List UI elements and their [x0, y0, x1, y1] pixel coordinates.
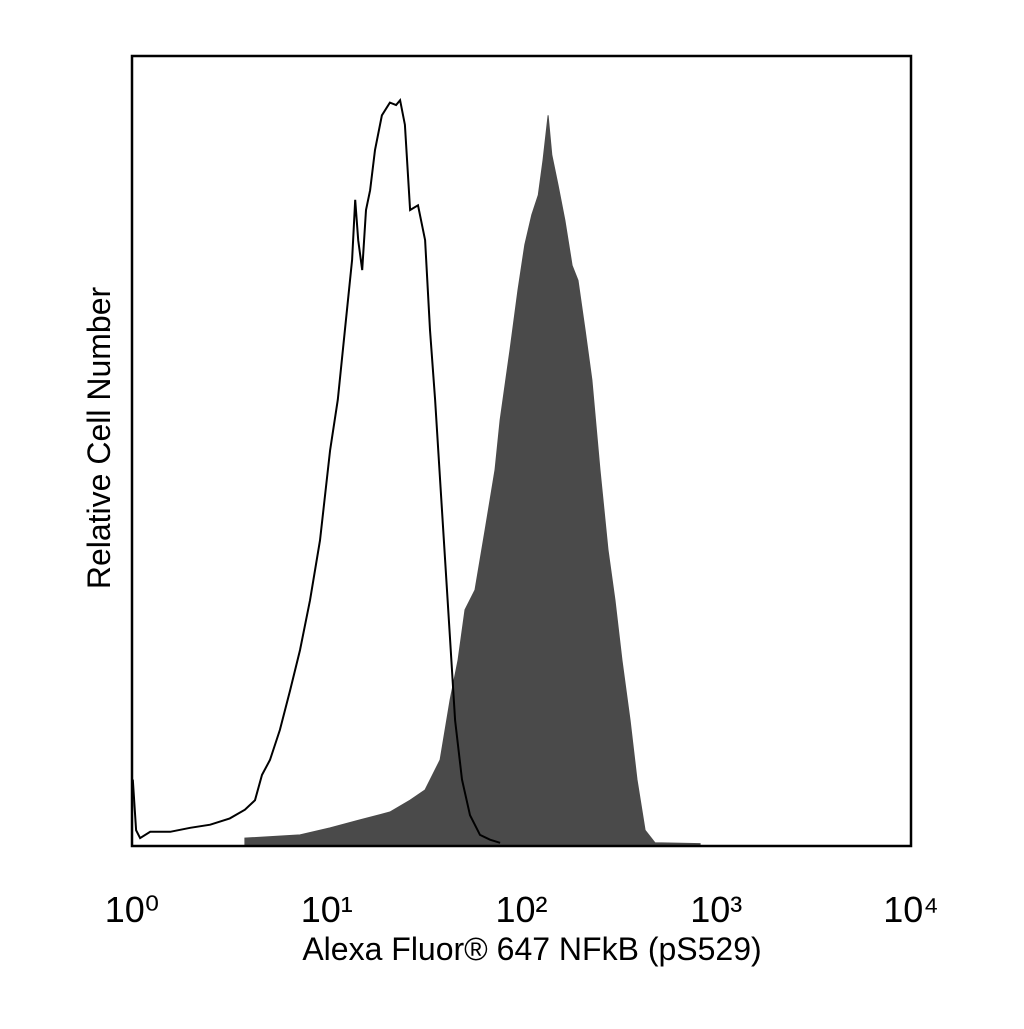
x-tick-label: 10⁴ — [883, 889, 939, 930]
histogram-line — [131, 97, 501, 844]
x-tick-label: 10³ — [690, 889, 742, 930]
x-tick-label: 10⁰ — [105, 889, 159, 930]
x-tick-label: 10¹ — [301, 889, 353, 930]
x-axis-label: Alexa Fluor® 647 NFkB (pS529) — [302, 931, 761, 967]
y-axis-label: Relative Cell Number — [81, 286, 117, 589]
histogram-area — [244, 115, 701, 847]
x-tick-label: 10² — [495, 889, 547, 930]
